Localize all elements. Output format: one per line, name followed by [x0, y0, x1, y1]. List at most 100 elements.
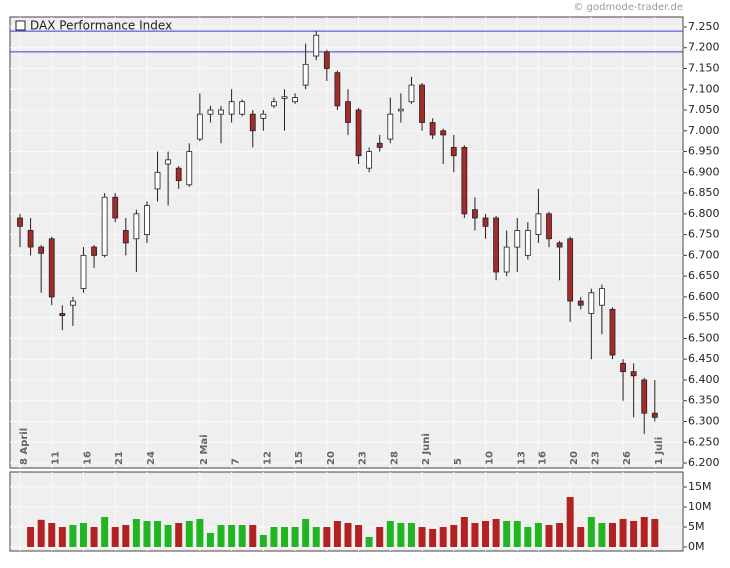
y-tick-label: 6.600	[688, 290, 720, 303]
x-tick-label: 16	[537, 451, 548, 465]
candle-body	[599, 288, 605, 306]
candle-body	[514, 230, 521, 248]
x-tick-label: 11	[51, 451, 62, 465]
x-tick-label: 1 Juli	[654, 437, 665, 465]
volume-bar	[365, 537, 373, 547]
volume-bar	[608, 523, 616, 547]
legend-label: DAX Performance Index	[30, 19, 172, 33]
volume-bar	[37, 519, 45, 547]
candle-body	[535, 213, 542, 236]
x-tick-label: 12	[262, 451, 273, 465]
volume-bar	[376, 527, 384, 547]
candle-body	[588, 292, 595, 314]
volume-bar	[598, 523, 606, 547]
volume-bar	[492, 519, 500, 547]
x-tick-label: 26	[622, 451, 633, 465]
volume-bar	[69, 525, 77, 547]
x-tick-label: 20	[326, 451, 337, 465]
volume-bar	[175, 523, 183, 547]
volume-bar	[450, 525, 458, 547]
volume-bar	[217, 525, 225, 547]
x-tick-label: 24	[146, 451, 157, 465]
volume-bar	[397, 523, 405, 547]
x-tick-label: 10	[485, 451, 496, 465]
volume-bar	[122, 525, 130, 547]
volume-bar	[58, 527, 66, 547]
y-tick-label: 6.250	[688, 435, 720, 448]
volume-bar	[90, 527, 98, 547]
volume-bar	[651, 519, 659, 547]
candle-body	[239, 101, 246, 115]
x-tick-label: 21	[114, 451, 125, 465]
candle-body	[472, 209, 478, 219]
candle-body	[175, 167, 182, 182]
candle-body	[154, 171, 161, 190]
candle-body	[260, 113, 267, 119]
candle-body	[271, 101, 277, 107]
candle-body	[122, 230, 129, 244]
volume-bar	[439, 527, 447, 547]
y2-tick-label: 15M	[688, 480, 712, 493]
volume-bar	[111, 527, 119, 547]
candle-body	[186, 151, 193, 186]
candle-body	[397, 108, 404, 112]
volume-bar	[429, 529, 437, 547]
volume-bar	[196, 519, 204, 547]
candle-body	[218, 109, 224, 115]
volume-bar	[312, 527, 320, 547]
x-tick-label: 2 Mai	[199, 434, 210, 465]
y-tick-label: 7.050	[688, 103, 720, 116]
candle-body	[355, 109, 362, 157]
y-tick-label: 7.200	[688, 41, 720, 54]
volume-bar	[640, 517, 648, 547]
candle-body	[27, 230, 34, 248]
volume-bar	[407, 523, 415, 547]
volume-bar	[513, 521, 521, 547]
candle-body	[313, 34, 320, 57]
candle-body	[70, 300, 76, 306]
watermark: © godmode-trader.de	[574, 2, 684, 13]
x-tick-label: 8 April	[19, 428, 30, 465]
volume-bar	[281, 527, 288, 547]
volume-bar	[143, 521, 151, 547]
volume-bar	[556, 523, 564, 547]
candle-body	[249, 113, 256, 132]
candle-body	[630, 371, 637, 377]
candle-body	[281, 96, 288, 99]
y-tick-label: 6.700	[688, 248, 720, 261]
volume-bar	[132, 519, 140, 547]
x-tick-label: 15	[294, 451, 305, 465]
volume-bar	[228, 525, 236, 547]
volume-bar	[323, 527, 331, 547]
y-tick-label: 6.800	[688, 207, 720, 220]
candle-body	[302, 63, 309, 86]
candle-body	[577, 300, 584, 306]
y-tick-label: 6.550	[688, 311, 720, 324]
volume-bar	[164, 525, 172, 547]
volume-bar	[566, 497, 574, 547]
x-tick-label: 28	[389, 451, 400, 465]
x-tick-label: 2 Juni	[421, 433, 432, 465]
volume-bar	[503, 521, 511, 547]
volume-bar	[630, 521, 638, 547]
volume-bar	[534, 523, 542, 547]
y-tick-label: 6.350	[688, 394, 720, 407]
y2-tick-label: 10M	[688, 500, 712, 513]
x-tick-label: 13	[516, 451, 527, 465]
candle-body	[144, 205, 150, 236]
candle-body	[334, 72, 341, 107]
y-tick-label: 6.300	[688, 414, 720, 427]
candle-body	[440, 130, 447, 136]
candle-body	[556, 242, 563, 248]
y-tick-label: 6.900	[688, 165, 720, 178]
candle-body	[91, 246, 97, 256]
y-tick-label: 6.500	[688, 331, 720, 344]
candle-body	[101, 196, 108, 256]
x-tick-label: 23	[590, 451, 601, 465]
candle-body	[493, 217, 500, 273]
candle-body	[165, 159, 172, 165]
candle-body	[207, 109, 214, 115]
volume-bar	[238, 525, 246, 547]
candle-body	[450, 146, 457, 157]
